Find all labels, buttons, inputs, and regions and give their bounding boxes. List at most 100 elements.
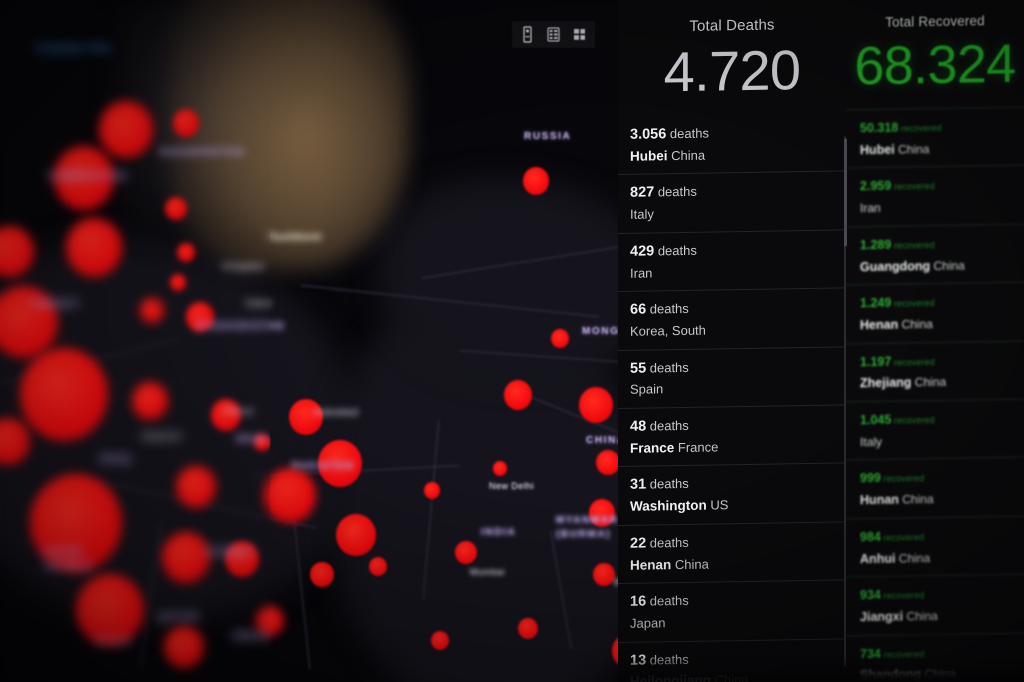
recovered-country: China: [895, 550, 931, 566]
recovered-country: China: [921, 667, 956, 682]
deaths-count: 31: [630, 476, 647, 494]
recovered-unit-label: recovered: [891, 239, 935, 251]
case-bubble[interactable]: [310, 562, 334, 588]
deaths-country: Japan: [630, 615, 666, 631]
case-bubble[interactable]: [551, 329, 569, 349]
deaths-country: Iran: [630, 265, 653, 281]
deaths-unit-label: deaths: [646, 651, 689, 668]
case-bubble[interactable]: [164, 626, 204, 669]
list-view-icon[interactable]: [546, 26, 561, 43]
case-bubble[interactable]: [173, 109, 199, 137]
case-bubble[interactable]: [176, 466, 216, 509]
case-bubble[interactable]: [369, 557, 387, 577]
deaths-count: 48: [630, 418, 647, 435]
table-row[interactable]: 16 deaths Japan: [618, 579, 846, 642]
case-bubble[interactable]: [256, 606, 284, 636]
case-bubble[interactable]: [225, 541, 259, 578]
case-bubble[interactable]: [211, 399, 241, 431]
recovered-count: 1.289: [860, 237, 892, 252]
case-bubble[interactable]: [318, 440, 362, 487]
recovered-unit-label: recovered: [891, 414, 935, 426]
case-bubble[interactable]: [523, 167, 549, 195]
table-row[interactable]: 734 recovered Shandong China: [846, 632, 1024, 682]
table-row[interactable]: 934 recovered Jiangxi China: [846, 573, 1024, 635]
case-bubble[interactable]: [579, 387, 613, 424]
table-row[interactable]: 66 deaths Korea, South: [618, 287, 846, 350]
recovered-unit-label: recovered: [891, 356, 935, 368]
recovered-country: Iran: [860, 201, 881, 216]
table-row[interactable]: 13 deaths Heilongjiang China: [618, 637, 846, 682]
recovered-region: Henan: [860, 317, 899, 333]
deaths-list[interactable]: 3.056 deaths Hubei China 827 deaths Italy 42…: [618, 113, 846, 682]
table-row[interactable]: 2.959 recovered Iran: [846, 165, 1024, 227]
recovered-count: 734: [860, 646, 881, 661]
case-bubble[interactable]: [493, 461, 507, 476]
stats-panel: Total Deaths 4.720 3.056 deaths Hubei Chi…: [618, 0, 1024, 682]
case-bubble[interactable]: [504, 380, 532, 410]
world-map[interactable]: RUSSIA MONGO CHINA New Delhi INDIA MYANMAR (BU…: [0, 0, 640, 682]
recovered-region: Guangdong: [860, 258, 931, 274]
table-row[interactable]: 1.045 recovered Italy: [846, 398, 1024, 460]
deaths-column[interactable]: Total Deaths 4.720 3.056 deaths Hubei Chi…: [618, 0, 846, 682]
case-bubble[interactable]: [589, 499, 615, 527]
recovered-country: China: [930, 258, 965, 273]
case-bubble[interactable]: [132, 382, 168, 421]
recovered-count: 1.249: [860, 295, 892, 311]
deaths-count: 55: [630, 360, 647, 377]
case-bubble[interactable]: [99, 101, 153, 159]
case-bubble[interactable]: [289, 399, 323, 436]
case-bubble[interactable]: [170, 274, 186, 291]
case-bubble[interactable]: [66, 218, 122, 278]
recovered-count: 999: [860, 471, 881, 486]
case-bubble[interactable]: [186, 302, 214, 332]
map-toolbar[interactable]: [512, 21, 595, 48]
case-bubble[interactable]: [177, 243, 195, 263]
deaths-country: France: [674, 439, 719, 455]
case-bubble[interactable]: [264, 468, 316, 524]
case-bubble[interactable]: [518, 618, 538, 640]
deaths-unit-label: deaths: [646, 301, 689, 317]
case-bubble[interactable]: [54, 146, 114, 210]
table-row[interactable]: 1.249 recovered Henan China: [846, 281, 1024, 343]
table-row[interactable]: 984 recovered Anhui China: [846, 515, 1024, 577]
layers-icon[interactable]: [520, 26, 535, 43]
case-bubble[interactable]: [30, 474, 122, 572]
total-recovered-value: 68.324: [854, 33, 1016, 97]
deaths-region: France: [630, 439, 675, 456]
table-row[interactable]: 50.318 recovered Hubei China: [846, 106, 1024, 168]
case-bubble[interactable]: [254, 434, 270, 451]
table-row[interactable]: 3.056 deaths Hubei China: [618, 113, 846, 174]
recovered-header: Total Recovered: [885, 13, 985, 30]
case-bubble[interactable]: [336, 514, 376, 557]
recovered-list[interactable]: 50.318 recovered Hubei China 2.959 recover…: [846, 106, 1024, 682]
table-row[interactable]: 31 deaths Washington US: [618, 462, 846, 525]
deaths-region: Heilongjiang: [630, 672, 711, 682]
table-row[interactable]: 55 deaths Spain: [618, 345, 846, 408]
deaths-count: 13: [630, 652, 647, 669]
recovered-region: Zhejiang: [860, 375, 912, 391]
case-bubble[interactable]: [431, 631, 449, 651]
recovered-count: 2.959: [860, 179, 892, 194]
recovered-region: Jiangxi: [860, 609, 904, 625]
deaths-unit-label: deaths: [646, 476, 689, 492]
case-bubble[interactable]: [424, 482, 440, 499]
table-row[interactable]: 429 deaths Iran: [618, 229, 846, 292]
recovered-column[interactable]: Total Recovered 68.324 50.318 recovered H…: [846, 0, 1024, 682]
case-bubble[interactable]: [162, 532, 210, 583]
deaths-unit-label: deaths: [646, 593, 689, 609]
case-bubble[interactable]: [76, 574, 144, 647]
recovered-unit-label: recovered: [891, 181, 935, 193]
table-row[interactable]: 1.197 recovered Zhejiang China: [846, 340, 1024, 402]
table-row[interactable]: 48 deaths France France: [618, 404, 846, 467]
table-row[interactable]: 827 deaths Italy: [618, 170, 846, 233]
deaths-country: Italy: [630, 206, 654, 223]
table-row[interactable]: 1.289 recovered Guangdong China: [846, 223, 1024, 285]
table-row[interactable]: 999 recovered Hunan China: [846, 456, 1024, 519]
grid-view-icon[interactable]: [572, 26, 587, 43]
table-row[interactable]: 22 deaths Henan China: [618, 521, 846, 584]
deaths-region: Henan: [630, 556, 672, 573]
recovered-unit-label: recovered: [880, 531, 925, 543]
case-bubble[interactable]: [20, 348, 108, 442]
deaths-count: 16: [630, 593, 647, 610]
